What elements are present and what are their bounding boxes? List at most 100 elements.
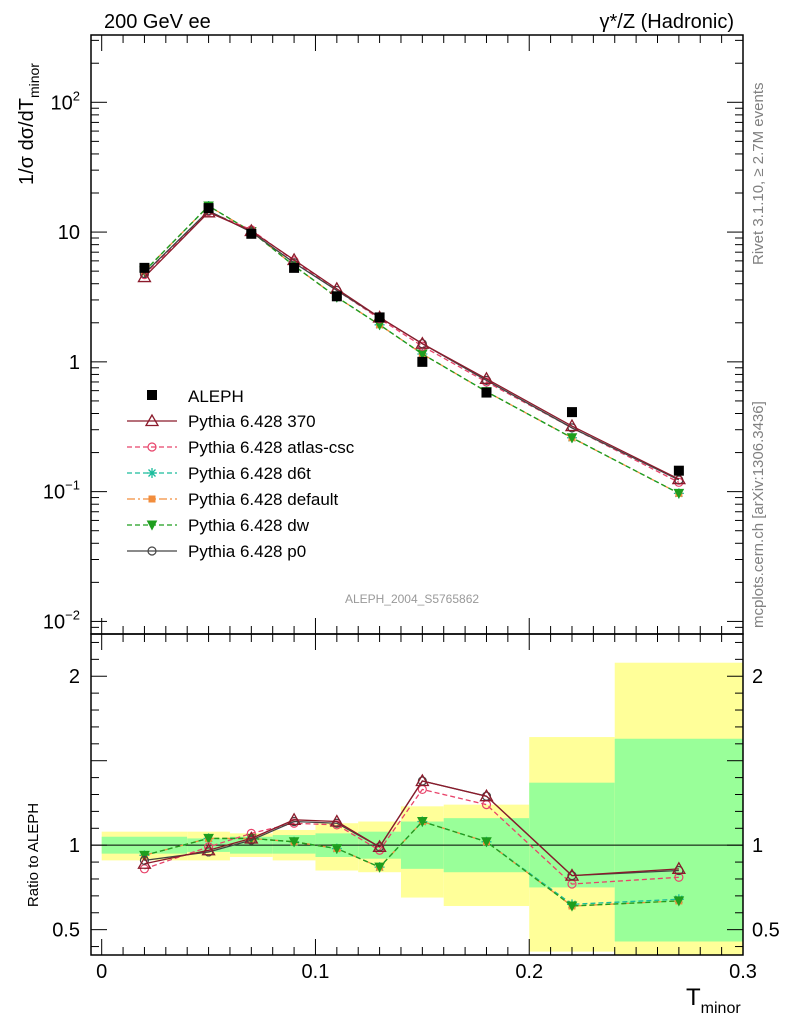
- watermark: ALEPH_2004_S5765862: [345, 592, 479, 606]
- rivet-label: Rivet 3.1.10, ≥ 2.7M events: [750, 83, 767, 266]
- legend-marker-2: [147, 468, 157, 478]
- ratio-point-4-0: [139, 850, 150, 861]
- legend-label-0: Pythia 6.428 370: [188, 412, 316, 431]
- series-point-4-9: [673, 488, 685, 499]
- ratio-point-4-5: [374, 862, 385, 873]
- aleph-point-8: [566, 407, 577, 418]
- main-ytick-label-base-2: 1: [69, 352, 80, 374]
- ratio-point-4-4: [331, 844, 343, 855]
- legend: ALEPH Pythia 6.428 370 Pythia 6.428 atlas-…: [127, 387, 355, 561]
- ratio-point-4-1: [203, 833, 214, 844]
- main-ytick-label-base-4: 10: [51, 92, 73, 114]
- main-ytick-label-base-0: 10: [43, 611, 65, 633]
- ratio-series-0: [137, 773, 686, 881]
- series-point-0-6: [415, 336, 430, 349]
- series-point-4-8: [566, 433, 578, 444]
- ratio-point-0-9: [671, 861, 686, 874]
- ratio-point-4-7: [481, 837, 492, 848]
- inner-band-9: [614, 738, 743, 942]
- ratio-line-4: [144, 820, 679, 907]
- ratio-ytick-label-left-1: 1: [69, 835, 80, 857]
- aleph-point-1: [203, 203, 214, 214]
- legend-label-5: Pythia 6.428 p0: [188, 542, 306, 561]
- ratio-point-4-9: [673, 896, 685, 907]
- ratio-y-axis-label: Ratio to ALEPH: [25, 803, 42, 907]
- main-ytick-label-exp-4: 2: [73, 88, 80, 103]
- main-ytick-label-exp-1: −1: [65, 478, 80, 493]
- aleph-point-0: [139, 262, 150, 273]
- main-ytick-label-3: 10: [58, 222, 80, 244]
- main-y-axis-label: 1/σ dσ/dTminor: [16, 63, 42, 185]
- ratio-line-1: [144, 788, 679, 885]
- main-y-axis-label-sub: minor: [26, 63, 42, 98]
- series-point-0-0: [137, 269, 152, 283]
- series-point-0-9: [671, 471, 686, 485]
- legend-label-2: Pythia 6.428 d6t: [188, 464, 311, 483]
- mcplots-label: mcplots.cern.ch [arXiv:1306.3436]: [750, 401, 767, 628]
- series-layer: [137, 200, 686, 912]
- ratio-ytick-label-right-0: 0.5: [752, 920, 780, 942]
- series-point-1-9: [674, 477, 684, 487]
- legend-marker-4: [146, 520, 158, 531]
- ratio-line-0: [144, 780, 679, 877]
- ratio-point-5-0: [139, 855, 150, 865]
- main-ytick-label-exp-0: −2: [65, 607, 80, 622]
- ratio-point-0-6: [415, 773, 430, 787]
- ratio-bands: [101, 662, 743, 955]
- main-ytick-label-4: 102: [51, 88, 80, 114]
- aleph-point-3: [289, 262, 300, 273]
- aleph-point-9: [673, 465, 684, 476]
- ratio-point-4-8: [566, 901, 578, 912]
- ratio-ytick-label-right-2: 2: [752, 666, 763, 688]
- xtick-label-0: 0: [96, 961, 107, 983]
- xtick-label-3: 0.3: [729, 961, 757, 983]
- ratio-point-0-8: [564, 868, 580, 881]
- aleph-point-5: [374, 312, 385, 323]
- ratio-point-0-7: [479, 788, 494, 802]
- ratio-ytick-label-left-0: 0.5: [52, 920, 80, 942]
- ratio-point-0-0: [137, 856, 152, 869]
- ratio-point-0-5: [372, 839, 387, 853]
- x-axis-label-text: T: [686, 984, 701, 1011]
- legend-marker-5: [147, 546, 157, 556]
- main-ytick-label-1: 10−1: [43, 478, 80, 504]
- xtick-label-2: 0.2: [515, 961, 543, 983]
- series-point-0-8: [564, 418, 580, 432]
- series-point-0-7: [479, 371, 494, 384]
- aleph-point-4: [331, 291, 342, 302]
- series-line-0: [143, 211, 680, 480]
- ratio-point-1-2: [246, 828, 256, 838]
- legend-label-4: Pythia 6.428 dw: [188, 516, 310, 535]
- x-axis-label: Tminor: [686, 984, 741, 1017]
- ratio-point-0-3: [286, 812, 302, 825]
- legend-label-1: Pythia 6.428 atlas-csc: [188, 438, 355, 457]
- ratio-point-0-1: [201, 842, 216, 856]
- legend-label-data: ALEPH: [188, 387, 244, 406]
- ratio-point-0-4: [329, 814, 344, 827]
- header-right: γ*/Z (Hadronic): [600, 11, 734, 33]
- legend-marker-data: [147, 390, 157, 400]
- main-ytick-label-base-3: 10: [58, 222, 80, 244]
- ratio-line-3: [144, 820, 679, 907]
- main-ytick-label-base-1: 10: [43, 482, 65, 504]
- aleph-data: [139, 203, 684, 476]
- aleph-point-7: [481, 387, 492, 398]
- legend-marker-3: [148, 495, 156, 503]
- xtick-label-1: 0.1: [302, 961, 330, 983]
- ratio-point-0-2: [244, 831, 259, 844]
- legend-marker-1: [147, 442, 157, 452]
- ratio-point-4-6: [417, 817, 428, 828]
- legend-label-3: Pythia 6.428 default: [188, 490, 339, 509]
- series-line-4: [143, 205, 680, 494]
- aleph-point-6: [417, 356, 428, 367]
- header-left: 200 GeV ee: [104, 11, 211, 33]
- main-ytick-label-0: 10−2: [43, 607, 80, 633]
- ratio-ytick-label-right-1: 1: [752, 835, 763, 857]
- main-y-axis-label-text: 1/σ dσ/dT: [16, 98, 38, 185]
- aleph-point-2: [246, 228, 257, 239]
- ratio-point-4-3: [288, 837, 300, 848]
- x-axis-label-sub: minor: [701, 1000, 742, 1017]
- legend-marker-0: [144, 413, 160, 427]
